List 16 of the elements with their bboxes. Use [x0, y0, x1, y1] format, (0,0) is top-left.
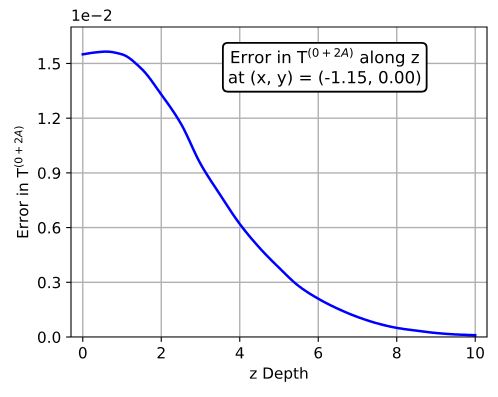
- y-tick-label: 0.6: [38, 222, 60, 234]
- x-axis-title: z Depth: [250, 367, 308, 382]
- x-tick-label: 2: [158, 346, 165, 358]
- x-tick-label: 8: [392, 346, 401, 359]
- y-tick-label: 1.2: [38, 112, 60, 124]
- y-tick-label: 0.3: [38, 276, 60, 288]
- x-tick-label: 4: [236, 347, 244, 358]
- annotation: Error in T$^{(0+2A)}$ along z at (x, y) = (-1.15, 0.00): [228, 48, 420, 87]
- y-tick-label: 1.5: [38, 58, 60, 70]
- y-tick-label: 0.9: [38, 167, 60, 179]
- y-axis-title: Error in T$^{(0+2A)}$: [14, 126, 28, 238]
- y-tick-label: 0.0: [38, 331, 60, 344]
- text: 1e−2: [72, 9, 112, 21]
- x-tick-label: 0: [78, 346, 87, 359]
- x-tick-label: 10: [467, 346, 484, 359]
- x-tick-label: 6: [314, 346, 322, 359]
